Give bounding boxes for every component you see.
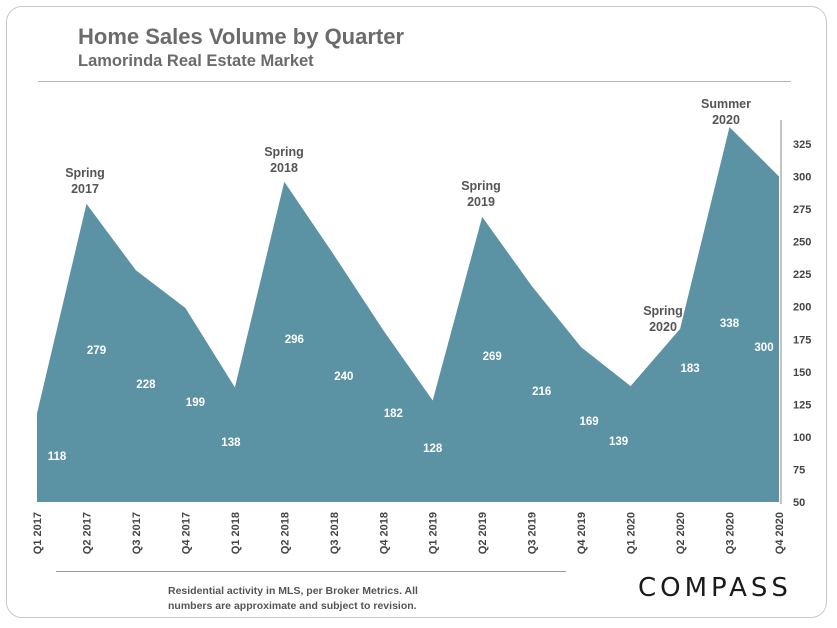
y-tick-label: 75 — [793, 465, 805, 477]
data-label: 138 — [221, 437, 241, 449]
y-tick-label: 200 — [793, 302, 811, 314]
x-tick-label: Q3 2019 — [527, 512, 539, 554]
peak-annotation: Spring — [461, 179, 501, 193]
peak-annotation: Summer — [701, 97, 751, 111]
data-label: 182 — [384, 408, 403, 420]
x-tick-label: Q2 2018 — [279, 512, 291, 554]
x-tick-label: Q1 2020 — [626, 512, 638, 554]
x-tick-label: Q2 2020 — [675, 512, 687, 554]
data-label: 169 — [580, 416, 599, 428]
peak-annotation: 2020 — [712, 113, 740, 127]
x-tick-label: Q2 2017 — [81, 512, 93, 554]
x-tick-label: Q4 2019 — [576, 512, 588, 554]
peak-annotation: Spring — [264, 145, 304, 159]
data-label: 118 — [48, 451, 67, 463]
y-tick-label: 275 — [793, 204, 811, 216]
x-tick-label: Q1 2017 — [32, 512, 44, 554]
y-tick-label: 250 — [793, 237, 811, 249]
peak-annotation: Spring — [65, 166, 105, 180]
footnote: Residential activity in MLS, per Broker … — [168, 585, 418, 612]
x-tick-label: Q3 2020 — [725, 512, 737, 554]
peak-annotation: 2018 — [270, 161, 298, 175]
data-label: 300 — [754, 342, 773, 354]
data-label: 183 — [681, 363, 700, 375]
y-tick-label: 125 — [793, 399, 811, 411]
data-label: 216 — [532, 386, 551, 398]
x-tick-label: Q4 2018 — [378, 512, 390, 554]
peak-annotation: 2017 — [71, 182, 99, 196]
y-tick-label: 325 — [793, 139, 811, 151]
header-divider — [38, 81, 791, 82]
x-tick-label: Q1 2019 — [428, 512, 440, 554]
chart-subtitle: Lamorinda Real Estate Market — [78, 52, 314, 70]
data-label: 269 — [483, 351, 502, 363]
data-label: 199 — [186, 397, 205, 409]
y-tick-label: 300 — [793, 172, 811, 184]
peak-annotation: 2020 — [649, 320, 677, 334]
compass-logo: COMPASS — [638, 573, 792, 603]
x-tick-label: Q2 2019 — [477, 512, 489, 554]
chart-title: Home Sales Volume by Quarter — [78, 24, 405, 49]
peak-annotation: Spring — [643, 304, 683, 318]
x-tick-label: Q1 2018 — [230, 512, 242, 554]
data-label: 240 — [334, 371, 353, 383]
plot-area: 50 75 100 125 150 175 200 225 250 275 300 325 Q1 201… — [32, 97, 811, 554]
x-tick-label: Q3 2018 — [329, 512, 341, 554]
data-label: 128 — [423, 443, 443, 455]
x-tick-label: Q3 2017 — [131, 512, 143, 554]
y-tick-label: 175 — [793, 334, 811, 346]
data-label: 139 — [609, 436, 628, 448]
data-label: 228 — [136, 379, 156, 391]
y-tick-label: 150 — [793, 367, 811, 379]
footer-divider — [56, 571, 566, 572]
y-tick-label: 225 — [793, 269, 811, 281]
data-label: 296 — [285, 334, 304, 346]
x-tick-label: Q4 2017 — [180, 512, 192, 554]
x-tick-label: Q4 2020 — [774, 512, 786, 554]
data-label: 279 — [87, 345, 106, 357]
area-series — [37, 127, 779, 502]
y-tick-label: 100 — [793, 432, 811, 444]
peak-annotation: 2019 — [467, 195, 495, 209]
data-label: 338 — [720, 318, 740, 330]
y-tick-label: 50 — [793, 497, 805, 509]
